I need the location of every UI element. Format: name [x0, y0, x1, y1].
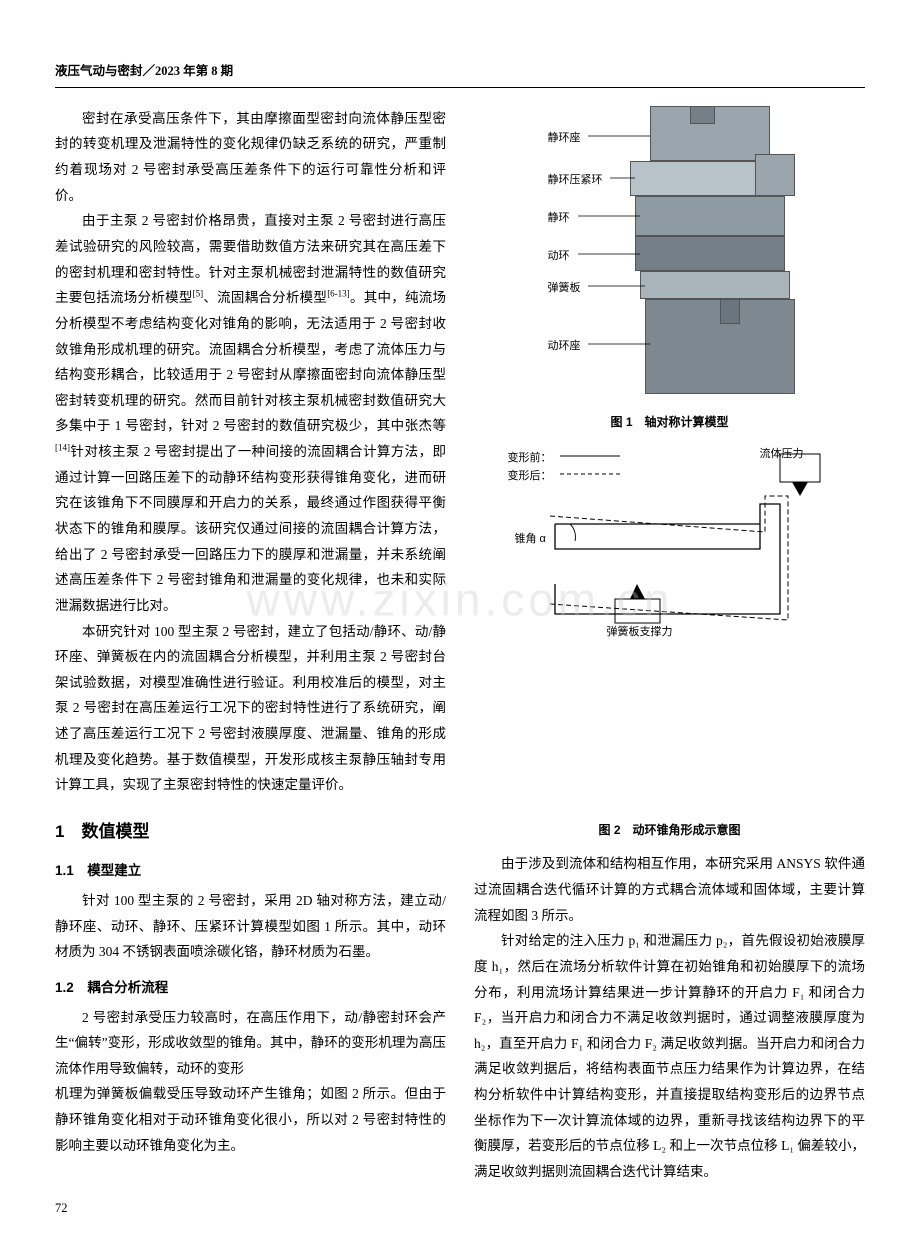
- para-3: 本研究针对 100 型主泵 2 号密封，建立了包括动/静环、动/静环座、弹簧板在…: [55, 619, 446, 798]
- fig2-label-fluid: 流体压力: [760, 444, 804, 465]
- ref-6-13: [6-13]: [327, 289, 350, 299]
- figure-1-drawing: 静环座 静环压紧环 静环 动环 弹簧板 动环座: [540, 106, 800, 406]
- fig2-label-cone: 锥角 α: [515, 529, 546, 550]
- para-7: 由于涉及到流体和结构相互作用，本研究采用 ANSYS 软件通过流固耦合迭代循环计…: [474, 851, 865, 928]
- figure-2-container: 变形前： 变形后： 流体压力 锥角 α 弹簧板支撑力 图 2 动环锥角形成示意图: [474, 444, 865, 842]
- para-1: 密封在承受高压条件下，其由摩擦面型密封向流体静压型密封的转变机理及泄漏特性的变化…: [55, 106, 446, 209]
- para-5: 2 号密封承受压力较高时，在高压作用下，动/静密封环会产生“偏转”变形，形成收敛…: [55, 1005, 446, 1082]
- para-2b: 、流固耦合分析模型: [203, 290, 327, 305]
- para-2: 由于主泵 2 号密封价格昂贵，直接对主泵 2 号密封进行高压差试验研究的风险较高…: [55, 208, 446, 618]
- para-8: 针对给定的注入压力 p₁ 和泄漏压力 p₂，首先假设初始液膜厚度 h₁，然后在流…: [474, 928, 865, 1184]
- page-number: 72: [55, 1197, 865, 1221]
- figure-2-drawing: 变形前： 变形后： 流体压力 锥角 α 弹簧板支撑力: [500, 444, 840, 624]
- para-2c: 。其中，纯流场分析模型不考虑结构变化对锥角的影响，无法适用于 2 号密封收敛锥角…: [55, 290, 446, 433]
- section-1-1-heading: 1.1 模型建立: [55, 858, 446, 884]
- figure-2-caption: 图 2 动环锥角形成示意图: [474, 819, 865, 842]
- ref-5: [5]: [193, 289, 204, 299]
- para-2d: 针对核主泵 2 号密封提出了一种间接的流固耦合计算方法，即通过计算一回路压差下的…: [55, 444, 446, 613]
- figure-1-container: 静环座 静环压紧环 静环 动环 弹簧板 动环座 图 1 轴对称计算模型: [474, 106, 865, 434]
- figure-1-caption: 图 1 轴对称计算模型: [474, 411, 865, 434]
- fig2-label-after: 变形后：: [508, 466, 552, 487]
- section-1-heading: 1 数值模型: [55, 816, 446, 848]
- fig2-label-spring: 弹簧板支撑力: [590, 622, 690, 643]
- text-columns: 密封在承受高压条件下，其由摩擦面型密封向流体静压型密封的转变机理及泄漏特性的变化…: [55, 106, 865, 1185]
- para-4: 针对 100 型主泵的 2 号密封，采用 2D 轴对称方法，建立动/静环座、动环…: [55, 888, 446, 965]
- fig1-leaders: [540, 106, 800, 406]
- para-6: 机理为弹簧板偏载受压导致动环产生锥角；如图 2 所示。但由于静环锥角变化相对于动…: [55, 1081, 446, 1158]
- page-header: 液压气动与密封／2023 年第 8 期: [55, 60, 865, 88]
- section-1-2-heading: 1.2 耦合分析流程: [55, 975, 446, 1001]
- ref-14: [14]: [55, 443, 70, 453]
